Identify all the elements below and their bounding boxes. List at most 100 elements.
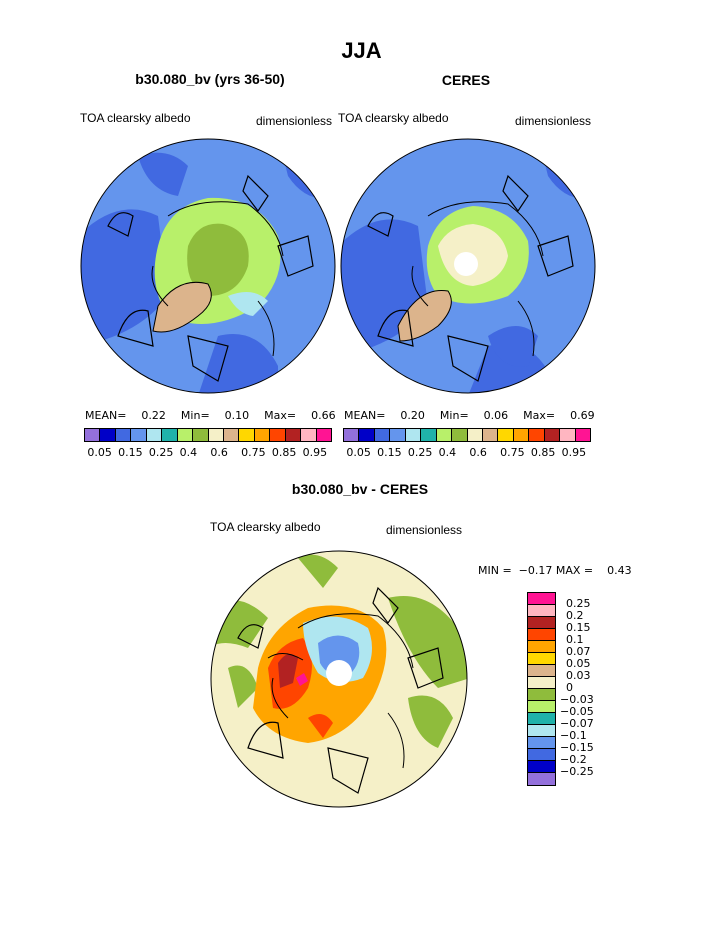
colorbar-swatch <box>390 429 406 441</box>
colorbar-swatch <box>528 629 555 641</box>
colorbar-tick-label: 0.05 <box>566 657 591 670</box>
colorbar-tick-label: 0.4 <box>179 446 198 459</box>
colorbar-swatch <box>146 429 163 441</box>
colorbar-swatch <box>316 429 331 441</box>
panel1-title: b30.080_bv (yrs 36-50) <box>135 71 285 87</box>
colorbar-swatch <box>223 429 240 441</box>
ceres-albedo-map <box>340 138 596 394</box>
colorbar-tick-label: 0.85 <box>530 446 556 459</box>
colorbar-swatch <box>528 725 555 737</box>
colorbar-tick-label: 0.15 <box>118 446 143 459</box>
colorbar-tick-label: 0.15 <box>566 621 591 634</box>
difference-variable-label: TOA clearsky albedo <box>210 520 321 534</box>
colorbar-tick-label: −0.07 <box>560 717 594 730</box>
panel2-mean-label: MEAN= <box>344 409 386 422</box>
colorbar-tick-label: 0 <box>566 681 573 694</box>
difference-map <box>210 550 468 808</box>
panel1-units-label: dimensionless <box>256 114 333 128</box>
colorbar-swatch <box>405 429 422 441</box>
difference-min-max: MIN = −0.17 MAX = 0.43 <box>478 564 632 577</box>
page-title: JJA <box>341 38 382 63</box>
difference-units-label: dimensionless <box>386 523 463 537</box>
colorbar-swatch <box>482 429 499 441</box>
colorbar-tick-label: 0.2 <box>566 609 584 622</box>
colorbar-swatch <box>452 429 468 441</box>
colorbar-swatch <box>544 429 561 441</box>
panel1-max-label: Max= <box>264 409 297 422</box>
panel2-variable-label: TOA clearsky albedo <box>338 111 449 125</box>
panel2-stats: MEAN= 0.20 Min= 0.06 Max= 0.69 <box>344 409 595 422</box>
colorbar-tick-label: 0.25 <box>148 446 174 459</box>
colorbar-tick-label: 0.05 <box>346 446 371 459</box>
colorbar-swatch <box>528 713 555 725</box>
colorbar-tick-label: −0.05 <box>560 705 594 718</box>
colorbar-tick-label: −0.25 <box>560 765 594 778</box>
panel2-title: CERES <box>441 72 491 88</box>
colorbar-tick-label: −0.1 <box>560 729 587 742</box>
panel1-colorbar <box>84 428 332 442</box>
colorbar-tick-label: −0.03 <box>560 693 594 706</box>
colorbar-swatch <box>528 605 555 617</box>
colorbar-swatch <box>359 429 375 441</box>
colorbar-swatch <box>513 429 530 441</box>
colorbar-swatch <box>301 429 317 441</box>
colorbar-swatch <box>162 429 178 441</box>
colorbar-swatch <box>239 429 255 441</box>
colorbar-swatch <box>528 617 555 629</box>
panel1-min-value: 0.10 <box>224 409 250 422</box>
colorbar-swatch <box>100 429 116 441</box>
difference-title: b30.080_bv - CERES <box>291 481 429 497</box>
colorbar-swatch <box>528 773 555 785</box>
colorbar-tick-label: −0.15 <box>560 741 594 754</box>
colorbar-swatch <box>528 653 555 665</box>
panel1-mean-value: 0.22 <box>141 409 166 422</box>
colorbar-swatch <box>498 429 514 441</box>
colorbar-swatch <box>528 737 555 749</box>
colorbar-tick-label: 0.95 <box>561 446 587 459</box>
colorbar-swatch <box>344 429 360 441</box>
panel1-min-label: Min= <box>180 409 210 422</box>
colorbar-swatch <box>436 429 453 441</box>
panel1-mean-label: MEAN= <box>85 409 127 422</box>
panel2-max-label: Max= <box>523 409 556 422</box>
panel1-variable-label: TOA clearsky albedo <box>80 111 191 125</box>
panel2-min-label: Min= <box>439 409 469 422</box>
colorbar-swatch <box>528 761 555 773</box>
colorbar-tick-label: 0.95 <box>302 446 328 459</box>
colorbar-swatch <box>529 429 545 441</box>
colorbar-tick-label: 0.6 <box>469 446 487 459</box>
model-albedo-map <box>80 138 336 394</box>
colorbar-swatch <box>177 429 194 441</box>
colorbar-swatch <box>528 689 555 701</box>
colorbar-tick-label: 0.85 <box>271 446 297 459</box>
colorbar-swatch <box>193 429 209 441</box>
colorbar-swatch <box>131 429 147 441</box>
colorbar-swatch <box>254 429 271 441</box>
colorbar-swatch <box>560 429 576 441</box>
colorbar-tick-label: 0.4 <box>438 446 457 459</box>
colorbar-tick-label: 0.1 <box>566 633 584 646</box>
colorbar-tick-label: 0.25 <box>407 446 433 459</box>
panel2-min-value: 0.06 <box>483 409 509 422</box>
colorbar-swatch <box>115 429 132 441</box>
colorbar-swatch <box>528 665 555 677</box>
panel2-colorbar <box>343 428 591 442</box>
colorbar-swatch <box>528 641 555 653</box>
colorbar-tick-label: 0.15 <box>377 446 402 459</box>
colorbar-swatch <box>528 593 555 605</box>
colorbar-swatch <box>528 677 555 689</box>
colorbar-tick-label: 0.6 <box>210 446 228 459</box>
colorbar-swatch <box>85 429 101 441</box>
colorbar-tick-label: 0.75 <box>500 446 525 459</box>
colorbar-swatch <box>285 429 302 441</box>
colorbar-tick-label: 0.05 <box>87 446 112 459</box>
colorbar-tick-label: 0.75 <box>241 446 266 459</box>
panel2-max-value: 0.69 <box>570 409 595 422</box>
colorbar-swatch <box>374 429 391 441</box>
panel2-mean-value: 0.20 <box>400 409 425 422</box>
colorbar-swatch <box>528 749 555 761</box>
colorbar-swatch <box>575 429 590 441</box>
colorbar-tick-label: 0.07 <box>566 645 591 658</box>
panel1-max-value: 0.66 <box>311 409 336 422</box>
panel1-stats: MEAN= 0.22 Min= 0.10 Max= 0.66 <box>85 409 336 422</box>
